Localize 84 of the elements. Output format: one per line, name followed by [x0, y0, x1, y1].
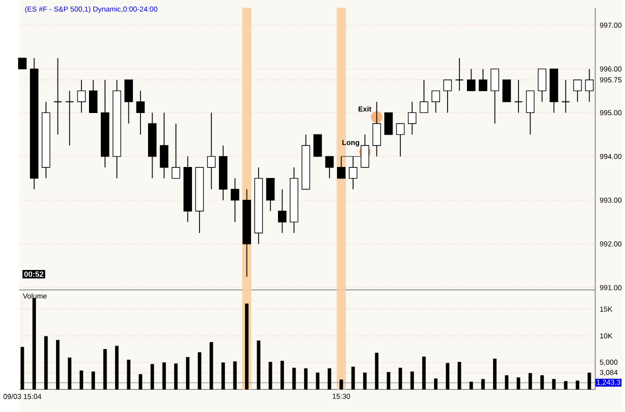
bar: [340, 380, 344, 390]
candlestick: [443, 80, 452, 114]
candlestick: [466, 68, 476, 92]
candlestick: [502, 80, 511, 102]
bar: [44, 336, 48, 390]
bar: [186, 357, 190, 390]
bar: [422, 356, 426, 390]
candlestick: [313, 134, 322, 158]
bar: [280, 361, 284, 390]
candlestick: [88, 80, 98, 114]
bar: [198, 352, 202, 390]
bar: [446, 363, 450, 390]
bar: [504, 375, 508, 390]
bar: [80, 370, 84, 390]
candlestick: [172, 123, 180, 179]
candlestick: [360, 134, 370, 168]
bar: [91, 372, 95, 390]
candlestick: [348, 156, 358, 190]
candlestick: [514, 80, 523, 114]
candlestick: [207, 112, 216, 190]
bar: [351, 366, 355, 390]
bar: [115, 346, 119, 390]
bar: [138, 374, 142, 390]
candlestick: [136, 90, 145, 136]
bar: [20, 347, 24, 390]
bar: [256, 340, 260, 390]
bar: [493, 358, 497, 390]
bar: [56, 340, 60, 390]
candlestick: [396, 123, 405, 158]
candlestick: [585, 68, 594, 102]
bar: [552, 379, 556, 390]
bar: [150, 364, 154, 390]
candlestick: [160, 112, 168, 179]
bar: [292, 368, 296, 390]
bar: [221, 362, 225, 390]
candlestick: [266, 178, 275, 212]
bar: [363, 372, 367, 390]
bar: [68, 358, 72, 390]
bar: [469, 382, 473, 390]
bar: [328, 368, 332, 390]
bar: [233, 362, 237, 390]
bar: [174, 364, 178, 390]
bar: [398, 368, 402, 390]
candlestick: [538, 68, 546, 102]
candlestick: [478, 68, 488, 92]
candlestick: [337, 156, 346, 179]
candlestick: [408, 102, 416, 136]
candlestick: [124, 80, 133, 124]
candlestick: [455, 58, 464, 92]
bar: [210, 342, 214, 390]
bar: [316, 372, 320, 390]
candlestick: [561, 80, 570, 114]
bar: [576, 380, 580, 390]
candlestick: [77, 80, 86, 114]
candlestick: [420, 80, 428, 114]
candlestick: [526, 90, 535, 136]
bar: [481, 379, 485, 390]
candlestick: [53, 58, 62, 136]
bar: [434, 378, 438, 390]
bar: [374, 352, 378, 390]
candlestick: [18, 58, 27, 70]
bar: [540, 375, 544, 390]
bar: [162, 362, 166, 390]
candlestick: [573, 80, 582, 102]
candlestick: [490, 68, 500, 124]
candlestick: [432, 90, 440, 114]
bar: [103, 349, 107, 390]
bar: [126, 360, 130, 390]
candlestick: [325, 156, 334, 179]
bar: [410, 372, 414, 390]
bar: [458, 362, 462, 390]
bar: [386, 372, 390, 390]
bar: [304, 368, 308, 390]
candlestick: [65, 90, 74, 146]
candlestick: [384, 112, 393, 136]
bar: [528, 373, 532, 390]
candlestick: [372, 102, 381, 158]
candlestick: [278, 189, 286, 234]
bar: [564, 381, 568, 390]
bar: [588, 372, 592, 390]
bar: [268, 362, 272, 390]
candlestick: [230, 178, 240, 223]
bar: [32, 298, 36, 390]
bar: [516, 378, 520, 390]
